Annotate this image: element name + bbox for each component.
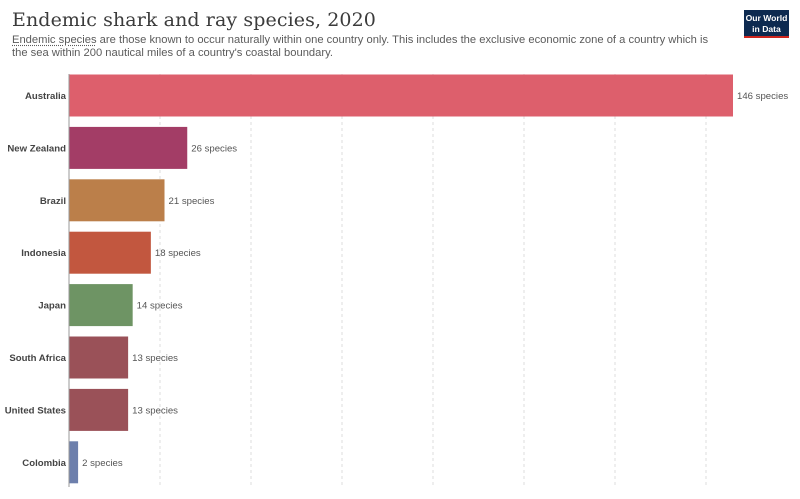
chart-subtitle: Endemic species are those known to occur… <box>12 34 717 60</box>
category-label: Indonesia <box>21 248 66 259</box>
bar[interactable] <box>69 74 733 117</box>
endemic-species-term[interactable]: Endemic species <box>12 34 97 46</box>
value-label: 13 species <box>132 405 178 416</box>
category-label: Colombia <box>22 458 66 469</box>
category-label: United States <box>5 405 66 416</box>
bar[interactable] <box>69 336 129 379</box>
bar[interactable] <box>69 231 151 274</box>
value-label: 26 species <box>191 143 237 154</box>
owid-logo[interactable]: Our World in Data <box>744 10 789 36</box>
category-label: Brazil <box>40 196 66 207</box>
bar[interactable] <box>69 284 133 327</box>
logo-line-1: Our World <box>745 13 788 23</box>
value-label: 14 species <box>137 301 183 312</box>
category-label: Japan <box>38 301 66 312</box>
bar[interactable] <box>69 126 188 169</box>
bar[interactable] <box>69 179 165 222</box>
value-label: 21 species <box>169 196 215 207</box>
subtitle-text: are those known to occur naturally withi… <box>12 34 709 59</box>
value-label: 13 species <box>132 353 178 364</box>
category-label: Australia <box>25 91 67 102</box>
value-label: 18 species <box>155 248 201 259</box>
logo-accent-stripe <box>744 36 789 38</box>
category-label: New Zealand <box>7 143 66 154</box>
bar[interactable] <box>69 441 79 484</box>
chart-title: Endemic shark and ray species, 2020 <box>12 9 376 31</box>
category-label: South Africa <box>9 353 66 364</box>
logo-line-2: in Data <box>752 23 781 34</box>
value-label: 2 species <box>82 458 123 469</box>
value-label: 146 species <box>737 91 788 102</box>
bar[interactable] <box>69 388 129 431</box>
